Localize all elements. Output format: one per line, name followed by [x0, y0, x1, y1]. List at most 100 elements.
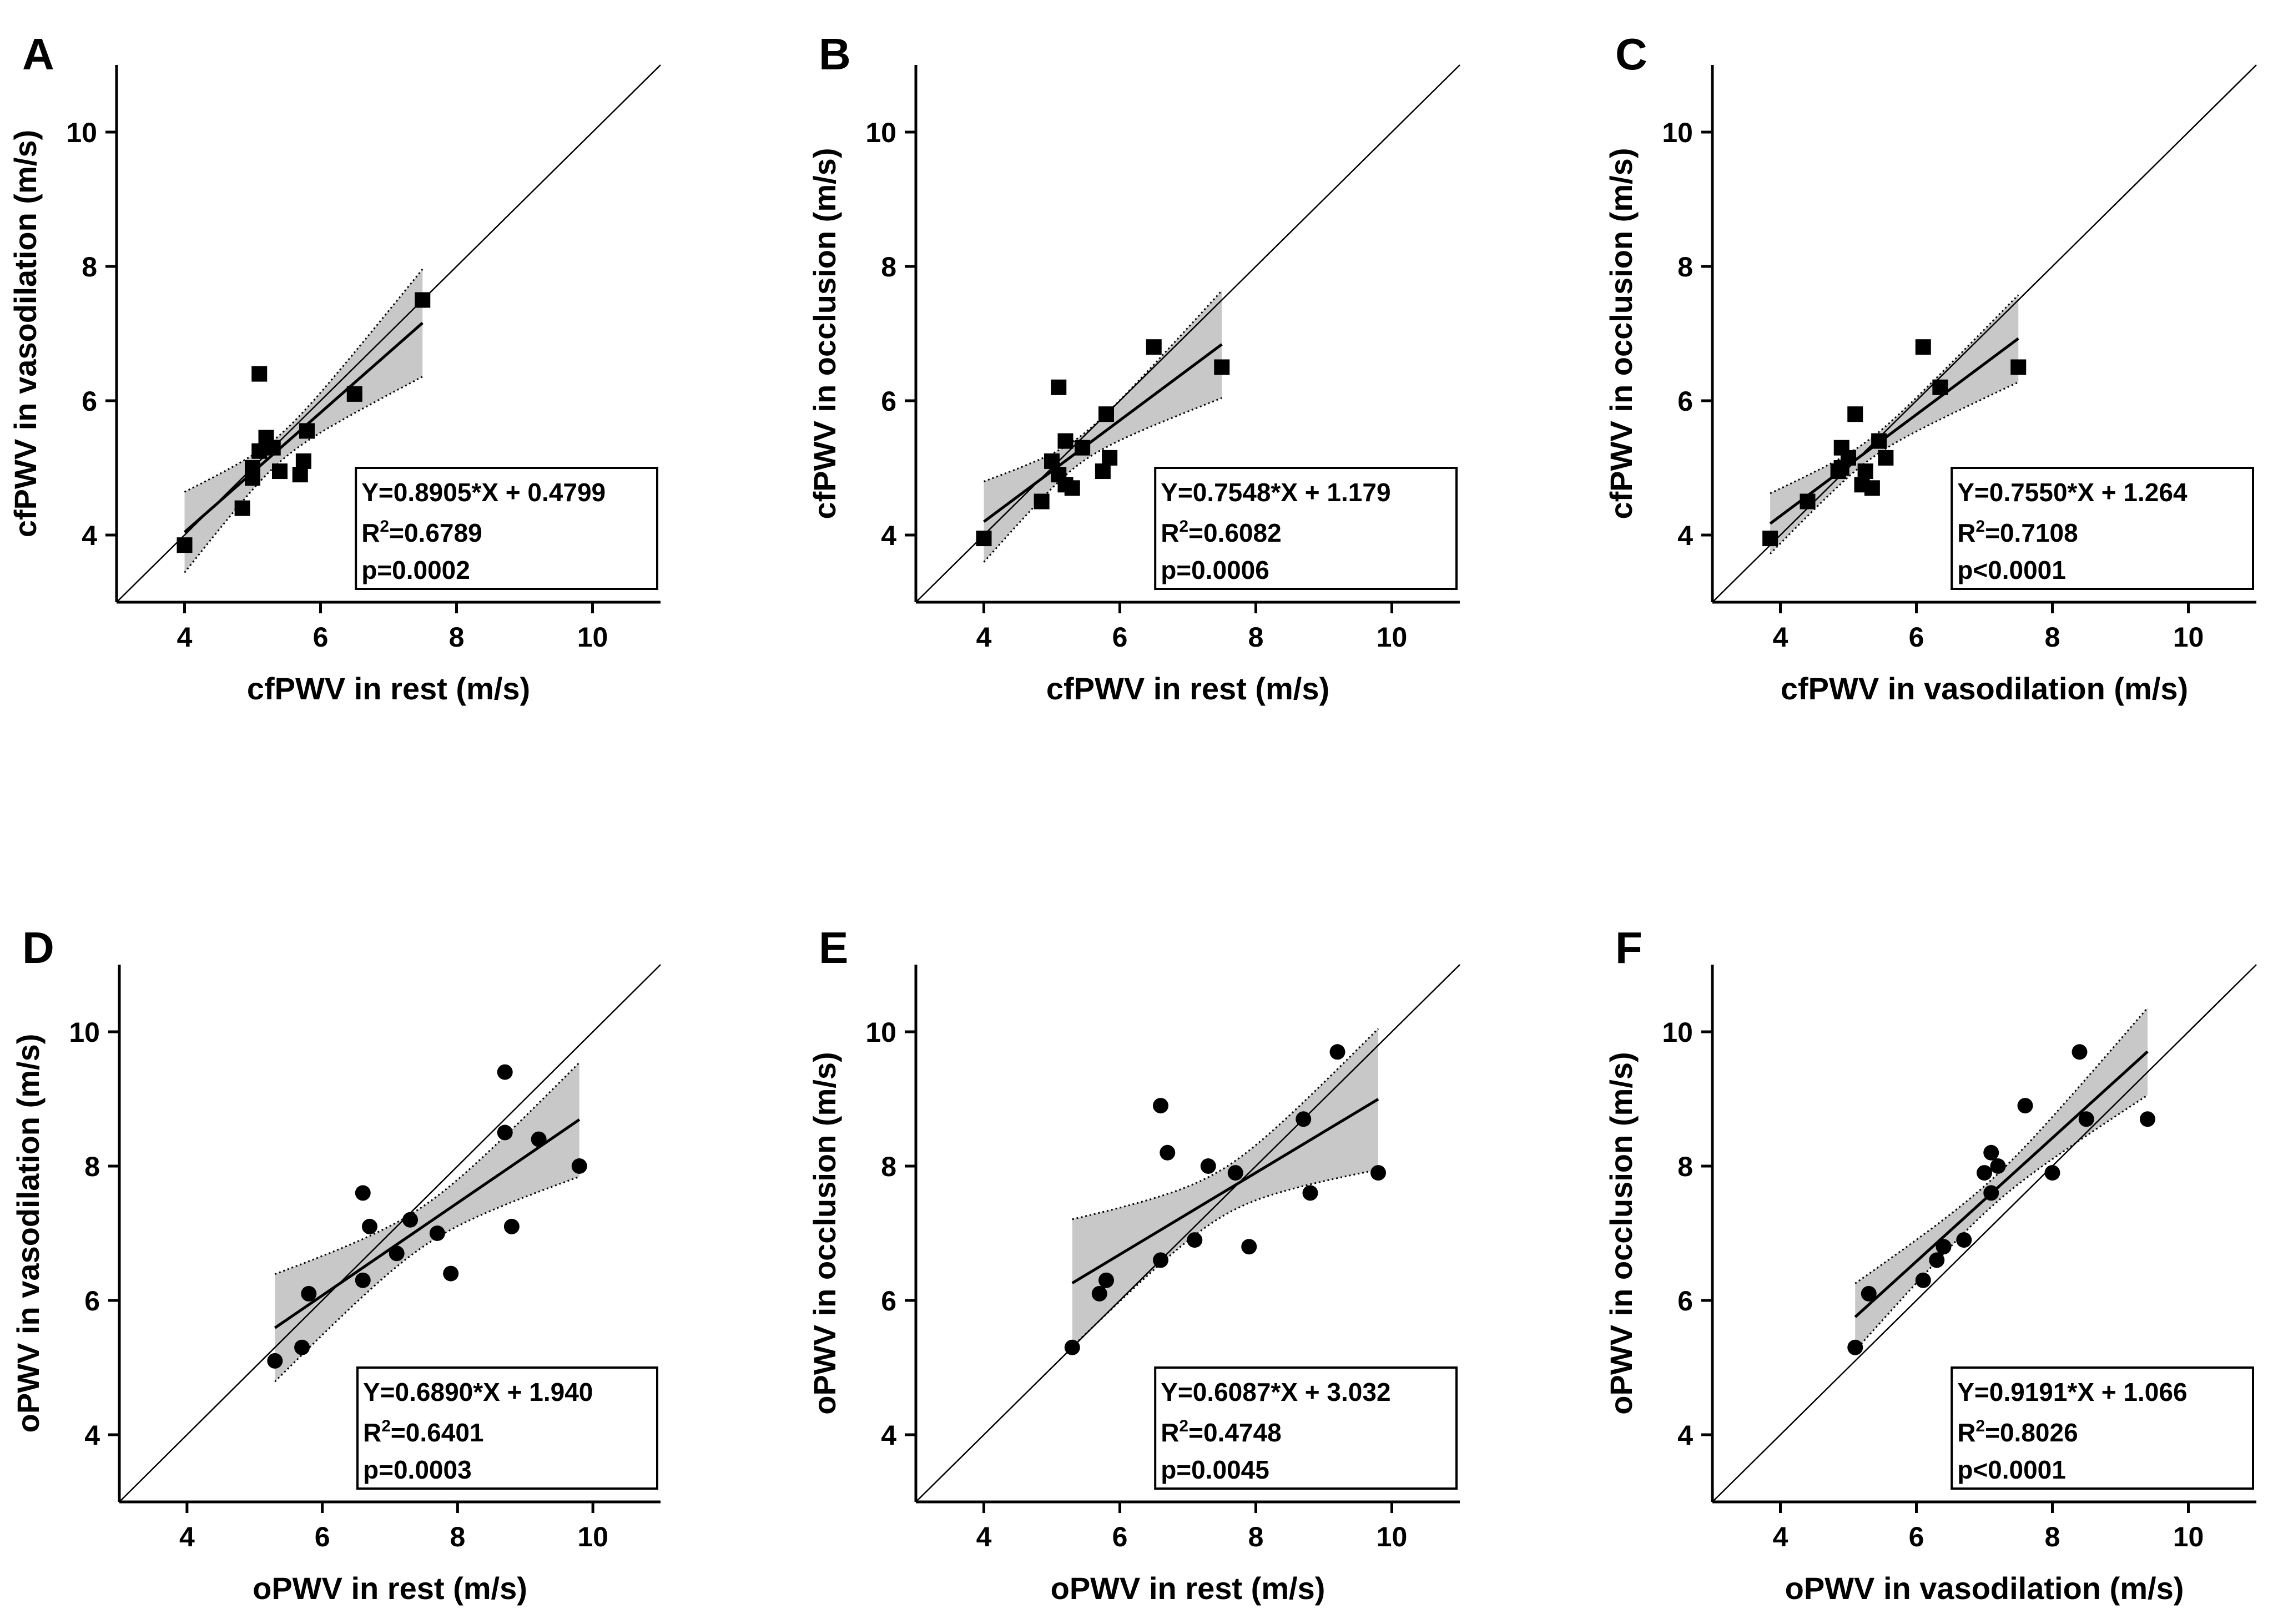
x-tick-label: 6: [1112, 1521, 1128, 1552]
r-squared-superscript: 2: [380, 517, 389, 536]
data-point: [251, 366, 268, 382]
data-point: [294, 1339, 310, 1355]
r-squared-prefix: R: [363, 1418, 381, 1447]
data-point: [265, 440, 281, 456]
data-point: [346, 386, 362, 402]
x-tick-label: 10: [2173, 622, 2204, 653]
x-tick-label: 8: [449, 622, 465, 653]
x-tick-label: 4: [179, 1521, 195, 1552]
x-tick-label: 6: [1909, 1521, 1924, 1552]
data-point: [292, 467, 308, 483]
data-point: [2140, 1111, 2155, 1127]
p-value: p=0.0045: [1161, 1455, 1269, 1484]
panel-letter: A: [22, 29, 54, 79]
x-tick-label: 4: [177, 622, 193, 653]
data-point: [531, 1131, 547, 1147]
identity-line: [1712, 964, 2257, 1502]
data-point: [1146, 339, 1162, 355]
r-squared: R2=0.8026: [1957, 1417, 2078, 1447]
y-tick-label: 4: [1677, 520, 1693, 551]
r-squared: R2=0.6401: [363, 1417, 483, 1447]
panel-letter: D: [22, 923, 54, 972]
panel-letter: E: [819, 923, 848, 972]
data-point: [1102, 450, 1118, 466]
data-point: [976, 531, 992, 547]
p-value: p<0.0001: [1957, 1455, 2066, 1484]
data-point: [1915, 1272, 1931, 1288]
confidence-upper-line: [184, 269, 424, 493]
identity-line: [119, 964, 661, 1502]
y-tick-label: 4: [1677, 1420, 1693, 1451]
data-point: [1075, 440, 1091, 456]
r-squared: R2=0.7108: [1957, 517, 2078, 547]
x-axis-title: cfPWV in rest (m/s): [247, 671, 530, 706]
regression-equation: Y=0.6087*X + 3.032: [1161, 1378, 1390, 1406]
data-point: [1044, 453, 1060, 469]
regression-line: [1071, 1098, 1379, 1284]
identity-line: [915, 64, 1460, 603]
data-point: [1214, 359, 1230, 375]
stats-box: [1951, 467, 2254, 590]
data-point: [1064, 480, 1080, 496]
panel-f: F 4 6 8 10 4 6 8 10 oPWV in vasodilation (m/s) oPW…: [1604, 923, 2257, 1606]
data-point: [429, 1225, 445, 1241]
panel-b: B 4 6 8 10 4 6 8 10 cfPWV in rest (m/s) cfPWV in o…: [807, 29, 1460, 706]
y-tick-label: 6: [1677, 386, 1693, 417]
data-point: [402, 1212, 419, 1228]
stats-box: [355, 467, 658, 590]
identity-line: [1712, 64, 2257, 603]
x-tick-label: 10: [2173, 1521, 2204, 1552]
data-point: [1800, 493, 1816, 510]
data-point: [1034, 493, 1050, 510]
y-tick-label: 6: [82, 386, 97, 417]
x-tick-label: 8: [2045, 622, 2060, 653]
data-point: [1064, 1339, 1080, 1355]
confidence-upper-line: [1854, 1007, 2149, 1284]
data-point: [1227, 1165, 1243, 1181]
data-point: [1051, 379, 1067, 395]
data-point: [571, 1158, 587, 1174]
data-point: [389, 1245, 405, 1262]
y-tick-label: 10: [1662, 117, 1693, 148]
y-tick-label: 10: [865, 1017, 896, 1048]
y-tick-label: 10: [66, 117, 97, 148]
identity-line: [915, 964, 1460, 1502]
data-point: [1302, 1185, 1318, 1201]
y-axis-title: oPWV in occlusion (m/s): [807, 1052, 842, 1414]
r-squared-superscript: 2: [1179, 1417, 1188, 1435]
panel-a: A 4 6 8 10 4 6 8 10 cfPWV in rest (m/s) cfPWV in v…: [8, 29, 661, 706]
p-value: p=0.0002: [361, 556, 470, 584]
data-point: [1929, 1252, 1945, 1268]
data-point: [1370, 1165, 1386, 1181]
r-squared-prefix: R: [1957, 518, 1975, 547]
y-tick-label: 4: [84, 1420, 100, 1451]
data-point: [1241, 1239, 1257, 1255]
x-tick-label: 8: [1248, 1521, 1264, 1552]
data-point: [1983, 1144, 1999, 1161]
regression-equation: Y=0.6890*X + 1.940: [363, 1378, 593, 1406]
data-point: [267, 1353, 283, 1369]
x-tick-label: 6: [1909, 622, 1924, 653]
y-tick-label: 6: [881, 386, 896, 417]
x-axis-title: oPWV in rest (m/s): [1051, 1571, 1326, 1606]
data-point: [2078, 1111, 2094, 1127]
x-tick-label: 6: [1112, 622, 1128, 653]
x-tick-label: 4: [976, 1521, 992, 1552]
data-point: [1956, 1232, 1972, 1248]
x-tick-label: 10: [1377, 622, 1408, 653]
r-squared-superscript: 2: [381, 1417, 391, 1435]
confidence-band: [1855, 1007, 2148, 1351]
y-tick-label: 6: [1677, 1285, 1693, 1317]
panel-letter: B: [819, 29, 851, 79]
r-squared-superscript: 2: [1179, 517, 1188, 536]
data-point: [1857, 463, 1873, 480]
data-point: [1187, 1232, 1203, 1248]
regression-equation: Y=0.7548*X + 1.179: [1161, 478, 1390, 507]
y-axis-title: cfPWV in occlusion (m/s): [1604, 148, 1639, 520]
x-tick-label: 10: [577, 622, 608, 653]
r-squared-value: =0.6401: [391, 1418, 484, 1447]
data-point: [301, 1285, 317, 1302]
stats-box: [356, 1366, 658, 1490]
data-point: [1878, 450, 1894, 466]
x-tick-label: 4: [976, 622, 992, 653]
